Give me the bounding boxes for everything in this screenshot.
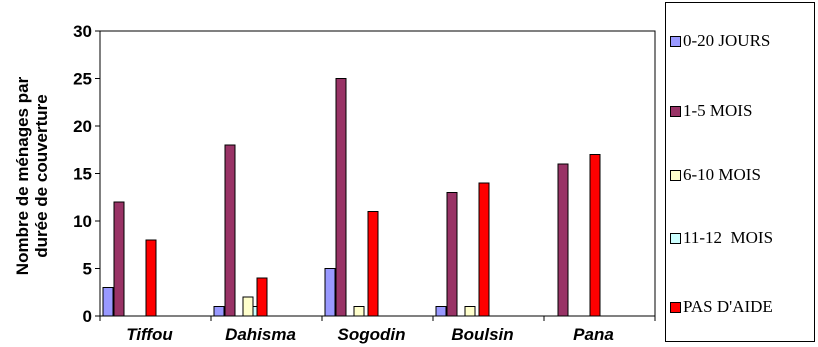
legend-swatch (670, 232, 681, 244)
bar (256, 277, 268, 317)
x-tick-label: Dahisma (225, 325, 296, 344)
bar (367, 211, 379, 317)
bar (113, 201, 125, 317)
legend: 0-20 JOURS 1-5 MOIS 6-10 MOIS 11-12 MOIS PAS… (665, 2, 815, 342)
bar (224, 144, 236, 317)
x-tick-label: Boulsin (451, 325, 513, 344)
bar (102, 287, 114, 317)
bar (589, 154, 601, 317)
y-tick-label: 20 (73, 117, 92, 136)
y-axis-title-line1: Nombre de ménages par (13, 76, 32, 275)
y-tick-label: 5 (83, 260, 92, 279)
bar (435, 306, 447, 317)
legend-swatch (670, 301, 681, 313)
y-axis-title: Nombre de ménages par durée de couvertur… (13, 76, 51, 275)
legend-label: 6-10 MOIS (683, 165, 761, 184)
legend-label: 1-5 MOIS (683, 101, 753, 120)
x-tick-label: Tiffou (126, 325, 173, 344)
legend-label: 11-12 MOIS (683, 228, 774, 247)
y-tick-label: 10 (73, 212, 92, 231)
legend-swatch (670, 105, 681, 117)
bar (464, 306, 476, 317)
bar (557, 163, 569, 317)
x-tick-label: Sogodin (338, 325, 406, 344)
bar (242, 296, 254, 317)
legend-item: PAS D'AIDE (670, 297, 773, 317)
legend-item: 1-5 MOIS (670, 101, 752, 121)
bar (324, 268, 336, 317)
y-tick-label: 0 (83, 307, 92, 326)
bar (335, 78, 347, 317)
bar (145, 239, 157, 317)
bar (446, 192, 458, 317)
y-axis-title-line2: durée de couverture (32, 94, 51, 257)
legend-item: 0-20 JOURS (670, 31, 770, 51)
legend-label: 0-20 JOURS (683, 31, 771, 50)
y-tick-label: 25 (73, 70, 92, 89)
legend-swatch (670, 169, 681, 181)
legend-label: PAS D'AIDE (683, 297, 773, 316)
y-tick-label: 15 (73, 165, 92, 184)
bar (353, 306, 365, 317)
plot-area: 0 5 10 15 20 25 30 Tiffou Dahisma Sogodin Boulsin P… (73, 22, 656, 344)
bar (213, 306, 225, 317)
y-tick-label: 30 (73, 22, 92, 41)
legend-swatch (670, 35, 681, 47)
x-tick-label: Pana (573, 325, 614, 344)
bar (478, 182, 490, 317)
legend-item: 11-12 MOIS (670, 228, 773, 248)
legend-item: 6-10 MOIS (670, 165, 761, 185)
